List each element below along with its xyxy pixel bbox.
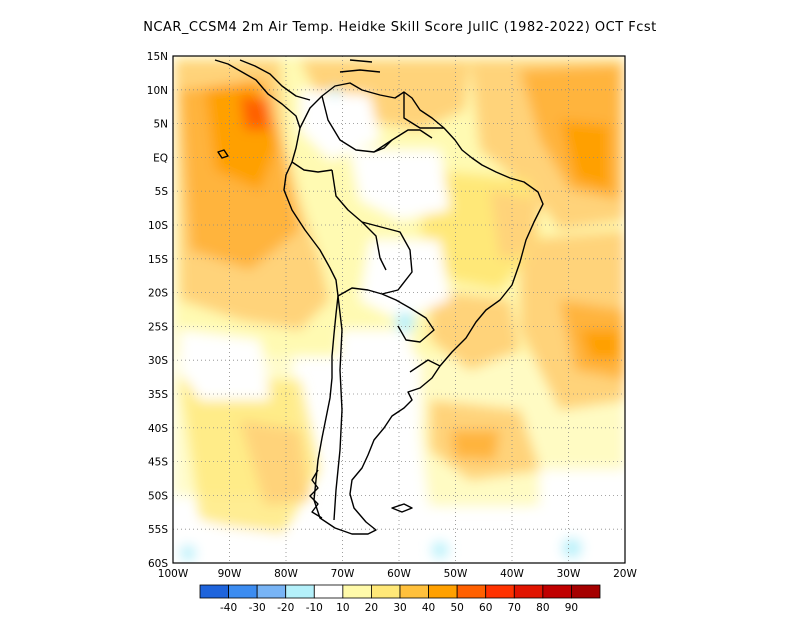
central-america-coast-north [239,59,311,101]
south-america-coastline [283,82,544,535]
border-ecuador-peru [291,161,333,173]
caribbean-islands [339,59,381,73]
colorbar-label: 70 [508,602,521,614]
longitude-tick-label: 20W [613,568,637,580]
longitude-tick-label: 60W [387,568,411,580]
latitude-tick-label: 60S [148,558,168,570]
colorbar-label: -20 [277,602,294,614]
colorbar-swatch [228,584,258,599]
longitude-tick-label: 50W [444,568,468,580]
latitude-tick-label: 5N [153,119,168,131]
colorbar-swatch [513,584,544,599]
border-brazil-venezuela [373,129,433,153]
colorbar-swatch [571,584,601,599]
longitude-tick-label: 40W [500,568,524,580]
falkland-islands [391,503,413,513]
longitude-tick-label: 90W [218,568,242,580]
longitude-tick-labels: 100W 90W 80W 70W 60W 50W 40W 30W 20W [158,568,638,580]
colorbar-label: 20 [365,602,378,614]
latitude-tick-label: 25S [148,321,168,333]
border-paraguay [381,293,435,343]
chart-title: NCAR_CCSM4 2m Air Temp. Heidke Skill Sco… [143,20,657,35]
border-guianas [403,92,444,129]
colorbar-label: 30 [393,602,406,614]
latitude-tick-label: 5S [155,186,169,198]
colorbar-swatch [199,584,229,599]
latitude-tick-label: 15S [148,254,168,266]
colorbar-swatch [313,584,344,599]
latitude-tick-label: EQ [153,152,168,164]
colorbar-label: 80 [536,602,549,614]
colorbar-swatch [456,584,487,599]
latitude-tick-label: 30S [148,355,168,367]
border-colombia-venezuela [321,95,393,153]
border-brazil-bolivia [361,221,413,295]
map-frame [172,55,626,564]
galapagos-islands [217,149,229,159]
central-america-coastline [214,59,301,129]
colorbar-label: 40 [422,602,435,614]
colorbar-label: 60 [479,602,492,614]
latitude-tick-label: 50S [148,490,168,502]
colorbar-swatch [256,584,287,599]
longitude-tick-label: 80W [274,568,298,580]
longitude-tick-label: 100W [158,568,189,580]
latitude-tick-label: 10N [147,85,168,97]
colorbar-swatch [371,584,401,599]
colorbar-labels: -40 -30 -20 -10 10 20 30 40 50 60 70 80 90 [220,602,578,614]
colorbar-swatch [342,584,372,599]
coastlines [214,59,544,535]
colorbar-swatch [542,584,572,599]
colorbar-swatch [485,584,515,599]
colorbar-swatch [428,584,458,599]
colorbar-label: 50 [450,602,463,614]
patagonia-fjords [309,469,323,519]
latitude-tick-label: 45S [148,457,168,469]
latitude-tick-label: 20S [148,288,168,300]
colorbar-swatch [399,584,429,599]
colorbar-label: 90 [565,602,578,614]
border-uruguay [409,359,441,373]
colorbar-label: -10 [306,602,323,614]
colorbar-swatch [285,584,315,599]
colorbar-label: 10 [336,602,349,614]
latitude-tick-label: 10S [148,220,168,232]
longitude-tick-label: 30W [557,568,581,580]
skill-field [173,56,625,563]
longitude-tick-label: 70W [331,568,355,580]
latitude-tick-labels: 15N 10N 5N EQ 5S 10S 15S 20S 25S 30S 35S 40S 45S 50S 5… [147,51,169,570]
latitude-tick-label: 55S [148,524,168,536]
colorbar [199,584,601,599]
border-bolivia-chile [337,287,383,297]
colorbar-label: -40 [220,602,237,614]
latitude-tick-label: 15N [147,51,168,63]
colorbar-label: -30 [249,602,266,614]
border-argentina-chile [333,295,343,521]
latitude-tick-label: 35S [148,389,168,401]
latitude-tick-label: 40S [148,423,168,435]
